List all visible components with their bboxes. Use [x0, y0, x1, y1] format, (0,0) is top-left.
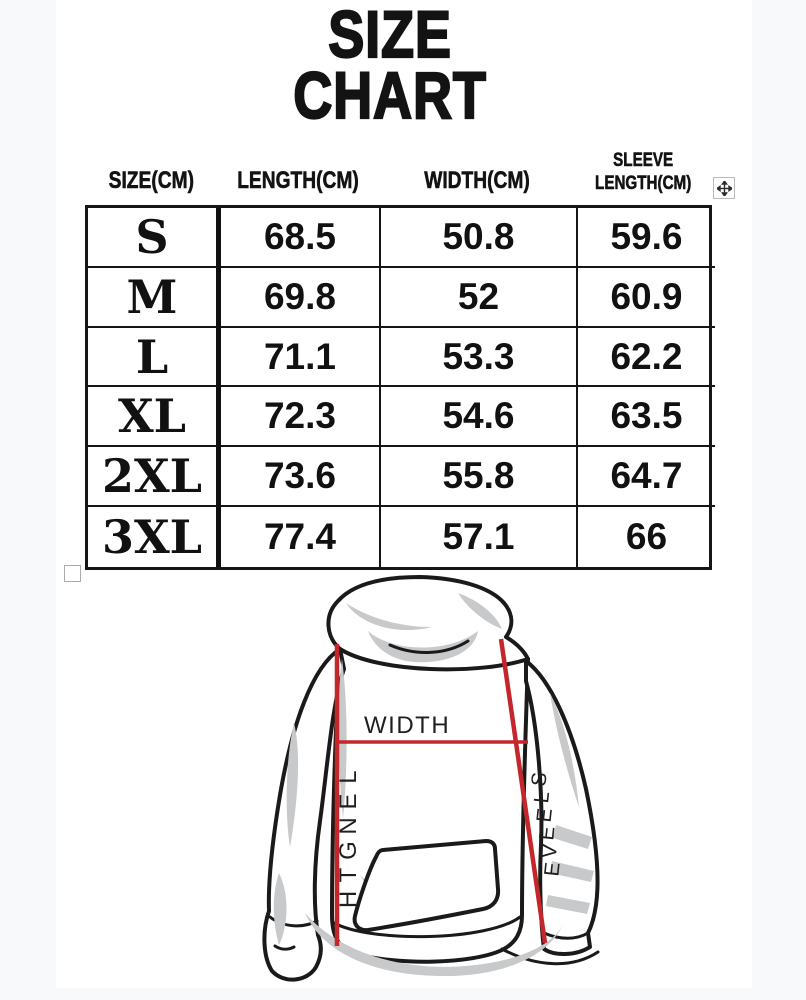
- hoodie-pocket: [352, 839, 501, 933]
- length-cell: 72.3: [221, 387, 381, 448]
- move-icon: [716, 180, 732, 196]
- sleeve-cell: 66: [625, 516, 668, 558]
- sleeve-cell: 60.9: [578, 268, 715, 328]
- svg-text:E: E: [535, 825, 559, 841]
- column-header-width-label: WIDTH(CM): [423, 167, 530, 195]
- width-cell: 53.3: [381, 327, 578, 388]
- size-cell: L: [88, 327, 221, 388]
- length-label: LENGTH: [335, 770, 362, 908]
- length-cell: 69.8: [221, 267, 381, 328]
- size-cell: M: [88, 267, 221, 328]
- size-cell: XL: [88, 387, 221, 448]
- size-cell: 3XL: [88, 507, 221, 567]
- size-cell: 2XL: [88, 447, 221, 508]
- sleeve-header-line-1: SLEEVE: [613, 150, 674, 172]
- title-line-1: SIZE: [327, 0, 452, 71]
- column-header-length: LENGTH(CM): [218, 138, 378, 202]
- svg-text:L: L: [530, 790, 554, 804]
- sleeve-cell: 59.6: [578, 208, 715, 268]
- svg-text:V: V: [538, 843, 562, 859]
- svg-text:T: T: [335, 867, 362, 882]
- page-title: SIZE CHART: [272, 0, 508, 133]
- length-cell: 77.4: [221, 507, 381, 567]
- hoodie-right-sleeve: [524, 659, 600, 956]
- length-cell: 73.6: [221, 447, 381, 508]
- sleeve-measure-line: [498, 638, 548, 944]
- svg-text:E: E: [540, 861, 564, 877]
- title-line-2: CHART: [292, 58, 487, 133]
- sleeve-label: SLEEVE: [527, 771, 564, 877]
- sleeve-cell: 62.2: [578, 328, 715, 388]
- width-label: WIDTH: [364, 712, 450, 739]
- hoodie-illustration: WIDTH LENGTH SLEEVE: [262, 575, 600, 982]
- sleeve-cell: 64.7: [578, 447, 715, 508]
- svg-text:E: E: [533, 807, 557, 823]
- svg-text:E: E: [335, 793, 362, 809]
- sleeve-header-line-2: LENGTH(CM): [595, 172, 692, 194]
- column-header-size-label: SIZE(CM): [108, 167, 195, 195]
- table-move-handle[interactable]: [713, 177, 735, 199]
- column-header-width: WIDTH(CM): [378, 138, 575, 202]
- svg-text:S: S: [527, 771, 551, 787]
- column-header-sleeve-length: SLEEVE LENGTH(CM): [575, 138, 712, 202]
- column-header-size: SIZE(CM): [85, 138, 218, 202]
- table-resize-handle[interactable]: [64, 565, 81, 582]
- svg-text:G: G: [335, 841, 362, 860]
- width-cell: 50.8: [381, 208, 578, 268]
- width-cell: 57.1: [381, 507, 578, 567]
- size-table: S 68.5 50.8 59.6 M 69.8 52 60.9 L 71.1 5…: [85, 205, 715, 570]
- size-cell: S: [88, 208, 221, 268]
- width-cell: 55.8: [381, 447, 578, 508]
- svg-text:N: N: [335, 817, 362, 834]
- width-cell: 54.6: [381, 387, 578, 448]
- svg-text:H: H: [335, 891, 362, 908]
- length-cell: 68.5: [221, 208, 381, 268]
- width-cell: 52: [381, 267, 578, 328]
- column-header-sleeve-length-label: SLEEVE LENGTH(CM): [595, 150, 692, 195]
- sleeve-cell: 63.5: [578, 387, 715, 448]
- column-header-length-label: LENGTH(CM): [237, 167, 359, 195]
- svg-text:L: L: [335, 770, 362, 783]
- length-cell: 71.1: [221, 327, 381, 388]
